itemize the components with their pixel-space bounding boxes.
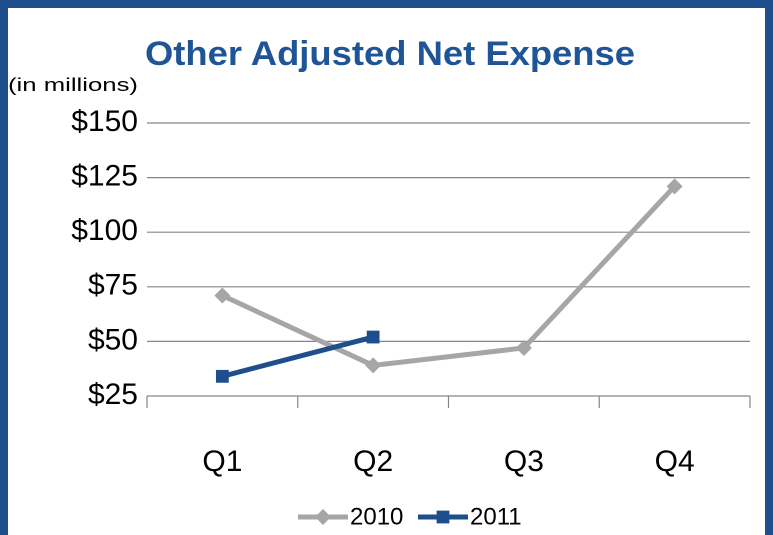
data-point <box>214 287 231 304</box>
y-tick-label: $150 <box>71 105 138 138</box>
chart-title: Other Adjusted Net Expense <box>145 35 635 73</box>
x-tick-label: Q2 <box>353 445 393 478</box>
data-point <box>365 357 382 374</box>
legend-label: 2011 <box>470 503 522 530</box>
series-line <box>221 334 374 379</box>
series-line <box>221 184 677 368</box>
data-point <box>366 330 380 344</box>
y-tick-label: $75 <box>88 269 138 302</box>
x-tick-label: Q3 <box>504 445 544 478</box>
y-tick-label: $25 <box>88 378 138 411</box>
y-tick-label: $125 <box>71 160 138 193</box>
legend-label: 2010 <box>350 503 403 530</box>
y-tick-label: $100 <box>71 214 138 247</box>
y-axis-label: (in millions) <box>8 75 138 95</box>
x-tick-label: Q4 <box>655 445 695 478</box>
legend-marker <box>315 509 331 525</box>
y-tick-label: $50 <box>88 323 138 356</box>
data-point <box>215 369 229 383</box>
data-point <box>515 339 532 356</box>
x-tick-label: Q1 <box>202 445 242 478</box>
legend-marker <box>436 510 450 524</box>
data-point <box>666 178 683 195</box>
